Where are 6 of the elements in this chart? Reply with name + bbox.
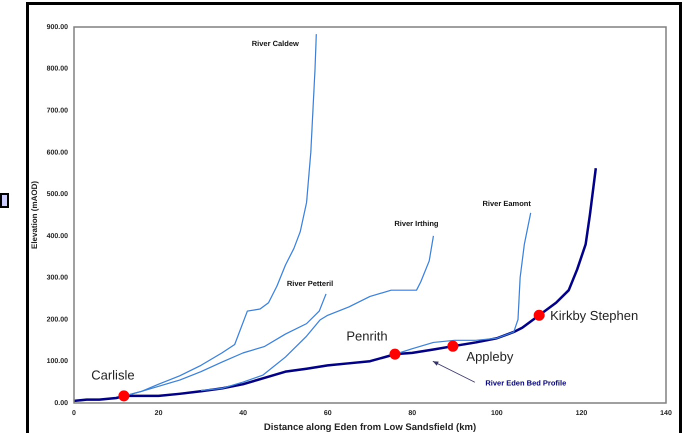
x-axis-title: Distance along Eden from Low Sandsfield (km) — [264, 422, 476, 433]
series-label: Kirkby Stephen — [550, 308, 638, 323]
series-label: Carlisle — [91, 367, 135, 382]
series-label: Penrith — [346, 328, 388, 344]
series-label: Appleby — [466, 348, 514, 364]
y-axis-title: Elevation (mAOD) — [30, 180, 40, 250]
